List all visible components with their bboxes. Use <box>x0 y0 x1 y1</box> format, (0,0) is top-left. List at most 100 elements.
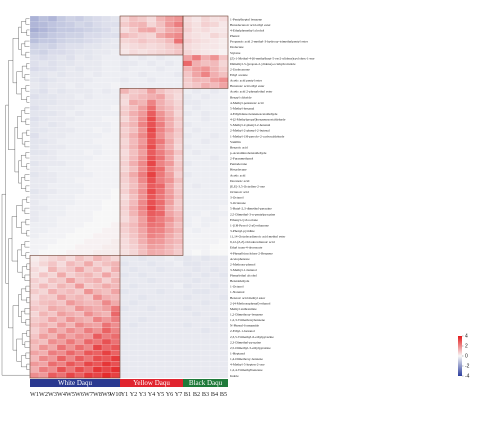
heatmap-cell <box>200 171 211 178</box>
heatmap-cell <box>56 205 67 212</box>
column-label: B1 <box>184 391 191 398</box>
heatmap-cell <box>38 255 49 262</box>
heatmap-cell <box>191 38 202 44</box>
heatmap-cell <box>74 355 85 362</box>
heatmap-cell <box>56 249 67 256</box>
heatmap-cell <box>65 361 76 367</box>
heatmap-cell <box>218 93 229 100</box>
heatmap-cell <box>56 54 67 61</box>
heatmap-cell <box>101 171 112 178</box>
heatmap-cell <box>101 132 112 139</box>
heatmap-cell <box>92 15 103 22</box>
heatmap-cell <box>173 366 184 373</box>
heatmap-cell <box>155 160 166 167</box>
heatmap-cell <box>56 333 67 340</box>
dendrogram-branch <box>26 96 30 103</box>
heatmap-cell <box>191 105 202 111</box>
heatmap-cell <box>191 77 202 83</box>
heatmap-cell <box>83 43 94 50</box>
heatmap-cell <box>146 171 157 178</box>
heatmap-cell <box>47 149 58 156</box>
heatmap-cell <box>182 272 193 278</box>
cluster-boxes <box>29 15 229 379</box>
heatmap-cell <box>65 355 76 362</box>
heatmap-cell <box>74 38 85 44</box>
heatmap-cell <box>191 144 202 150</box>
heatmap-cell <box>191 27 202 33</box>
heatmap-cell <box>209 99 220 106</box>
heatmap-cell <box>110 88 121 95</box>
heatmap-cell <box>119 166 130 173</box>
heatmap-cell <box>56 160 67 167</box>
heatmap-cell <box>56 266 67 273</box>
heatmap-cell <box>119 32 130 39</box>
heatmap-cell <box>182 49 193 56</box>
heatmap-cell <box>74 350 85 356</box>
dendrogram-branch <box>26 196 30 203</box>
dendrogram-branch <box>25 52 30 58</box>
heatmap-cell <box>182 205 193 212</box>
heatmap-cell <box>128 171 139 178</box>
dendrogram-branch <box>12 38 19 84</box>
heatmap-cell <box>209 138 220 145</box>
heatmap-cell <box>74 194 85 200</box>
dendrogram-branch <box>25 319 30 326</box>
heatmap-cell <box>56 366 67 373</box>
heatmap-cell <box>110 149 121 156</box>
heatmap-cell <box>209 322 220 329</box>
heatmap-cell <box>164 160 175 167</box>
heatmap-cell <box>173 188 184 195</box>
heatmap-cell <box>101 299 112 306</box>
row-label: Hexadecane <box>230 168 247 172</box>
heatmap-cell <box>56 294 67 301</box>
heatmap-cell <box>56 155 67 161</box>
heatmap-cell <box>218 316 229 323</box>
heatmap-cell <box>218 244 229 251</box>
heatmap-cell <box>74 43 85 50</box>
heatmap-cell <box>83 183 94 189</box>
heatmap-cell <box>56 221 67 228</box>
heatmap-cell <box>137 166 148 173</box>
heatmap-cell <box>65 299 76 306</box>
heatmap-cell <box>182 54 193 61</box>
heatmap-cell <box>182 177 193 184</box>
heatmap-cell <box>200 183 211 189</box>
heatmap-cell <box>119 244 130 251</box>
heatmap-cell <box>56 177 67 184</box>
heatmap-cell <box>65 93 76 100</box>
heatmap-cell <box>74 361 85 367</box>
heatmap-cell <box>56 260 67 267</box>
heatmap-cell <box>155 350 166 356</box>
heatmap-cell <box>83 333 94 340</box>
heatmap-cell <box>164 361 175 367</box>
heatmap-cell <box>164 311 175 317</box>
heatmap-cell <box>29 355 40 362</box>
heatmap-cell <box>29 194 40 200</box>
legend-tick-label: 4 <box>465 334 468 340</box>
heatmap-cell <box>29 60 40 67</box>
heatmap-cell <box>173 93 184 100</box>
heatmap-cell <box>209 132 220 139</box>
heatmap-cell <box>101 183 112 189</box>
heatmap-cell <box>128 216 139 223</box>
heatmap-cell <box>92 361 103 367</box>
heatmap-cell <box>200 372 211 379</box>
heatmap-cell <box>38 238 49 245</box>
heatmap-cell <box>182 344 193 351</box>
heatmap-cell <box>74 260 85 267</box>
heatmap-cell <box>65 199 76 206</box>
heatmap-cell <box>209 149 220 156</box>
heatmap-cell <box>119 205 130 212</box>
heatmap-cell <box>110 27 121 33</box>
heatmap-cell <box>209 21 220 28</box>
heatmap-cell <box>200 355 211 362</box>
heatmap-cell <box>74 77 85 83</box>
heatmap-cell <box>146 249 157 256</box>
heatmap-cell <box>119 99 130 106</box>
heatmap-cell <box>38 327 49 334</box>
heatmap-cell <box>83 355 94 362</box>
heatmap-cell <box>83 199 94 206</box>
heatmap-cell <box>182 255 193 262</box>
heatmap-cell <box>56 82 67 89</box>
heatmap-cell <box>182 110 193 117</box>
